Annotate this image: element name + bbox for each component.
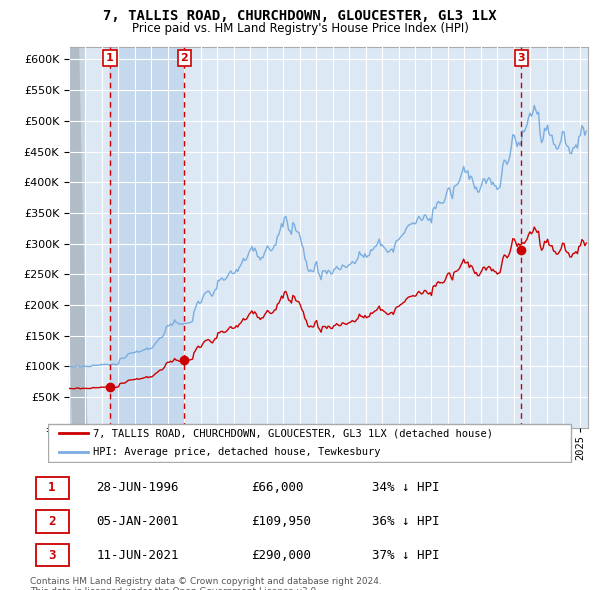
Text: 7, TALLIS ROAD, CHURCHDOWN, GLOUCESTER, GL3 1LX (detached house): 7, TALLIS ROAD, CHURCHDOWN, GLOUCESTER, … [93, 428, 493, 438]
Text: 2: 2 [181, 53, 188, 63]
Text: £109,950: £109,950 [251, 515, 311, 528]
Text: 7, TALLIS ROAD, CHURCHDOWN, GLOUCESTER, GL3 1LX: 7, TALLIS ROAD, CHURCHDOWN, GLOUCESTER, … [103, 9, 497, 23]
Text: £290,000: £290,000 [251, 549, 311, 562]
FancyBboxPatch shape [35, 544, 68, 566]
Text: 2: 2 [49, 515, 56, 528]
Text: 1: 1 [49, 481, 56, 494]
Text: 28-JUN-1996: 28-JUN-1996 [96, 481, 179, 494]
Text: 36% ↓ HPI: 36% ↓ HPI [372, 515, 440, 528]
FancyBboxPatch shape [35, 510, 68, 533]
Text: Contains HM Land Registry data © Crown copyright and database right 2024.
This d: Contains HM Land Registry data © Crown c… [30, 577, 382, 590]
Text: HPI: Average price, detached house, Tewkesbury: HPI: Average price, detached house, Tewk… [93, 447, 380, 457]
Text: 3: 3 [517, 53, 525, 63]
Text: 05-JAN-2001: 05-JAN-2001 [96, 515, 179, 528]
Text: 1: 1 [106, 53, 114, 63]
Bar [110, 47, 184, 428]
Text: 11-JUN-2021: 11-JUN-2021 [96, 549, 179, 562]
Text: £66,000: £66,000 [251, 481, 304, 494]
Text: 34% ↓ HPI: 34% ↓ HPI [372, 481, 440, 494]
Text: 3: 3 [49, 549, 56, 562]
FancyBboxPatch shape [48, 424, 571, 463]
FancyBboxPatch shape [35, 477, 68, 499]
Text: Price paid vs. HM Land Registry's House Price Index (HPI): Price paid vs. HM Land Registry's House … [131, 22, 469, 35]
Text: 37% ↓ HPI: 37% ↓ HPI [372, 549, 440, 562]
